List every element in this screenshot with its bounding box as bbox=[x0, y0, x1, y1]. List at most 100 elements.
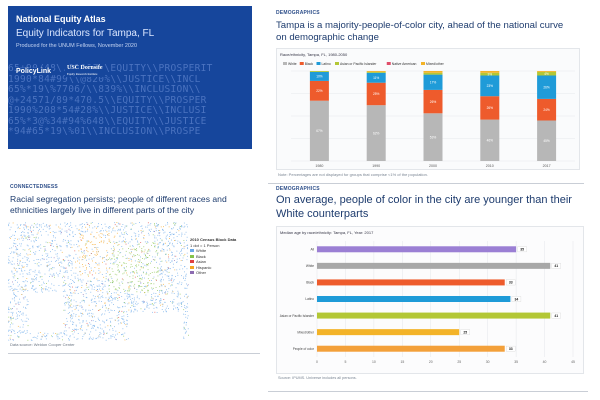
median-age-slide: DEMOGRAPHICS On average, people of color… bbox=[268, 180, 588, 392]
bar bbox=[317, 312, 551, 319]
chart-title: Race/ethnicity, Tampa, FL, 1980-2050 bbox=[280, 52, 348, 57]
x-tick-label: 40 bbox=[543, 360, 547, 364]
data-label: 10% bbox=[316, 75, 323, 79]
slide-divider bbox=[268, 391, 588, 392]
cover-pattern-line: *94#65*19\%01\\INCLUSION\\PROSPE bbox=[8, 126, 201, 137]
x-tick-label: 35 bbox=[514, 360, 518, 364]
legend-entry: Asian or Pacific Islander bbox=[335, 62, 377, 66]
data-label: 23% bbox=[487, 84, 494, 88]
policylink-logo: PolicyLink bbox=[16, 68, 54, 75]
y-tick-label: Asian or Pacific Islander bbox=[280, 314, 315, 318]
cover-pattern-line: 1990*84#99\\@820%\\JUSTICE\\INCL bbox=[8, 73, 201, 85]
cover-org-name: National Equity Atlas bbox=[16, 14, 106, 24]
data-label: 62% bbox=[373, 131, 380, 135]
map-legend-item: White bbox=[190, 248, 236, 254]
legend-entry: Latino bbox=[316, 62, 331, 66]
y-tick-label: Black bbox=[306, 281, 314, 285]
horizontal-bar-chart-frame: Median age by race/ethnicity: Tampa, FL,… bbox=[276, 226, 584, 374]
bar-segment bbox=[423, 74, 443, 90]
y-tick-label: Mixed/other bbox=[297, 330, 315, 334]
bar-segment bbox=[537, 71, 557, 76]
legend-entry: White bbox=[283, 62, 297, 66]
cover-pattern-line: 1990%208*54#28%\\JUSTICE\\INCLUSI bbox=[8, 105, 207, 116]
cover-pattern-line: 65%*3@%34#94%648\\EQUITY\\JUSTICE bbox=[8, 115, 207, 127]
bar-segment bbox=[537, 75, 557, 99]
map-legend-item: Hispanic bbox=[190, 265, 236, 271]
data-label: 41 bbox=[554, 264, 558, 268]
map-legend-swatch bbox=[190, 260, 194, 264]
chart-note: Source: IPUMS. Universe includes all per… bbox=[278, 376, 357, 380]
legend-label: Mixed/other bbox=[426, 62, 445, 66]
chart-note: Note: Percentages are not displayed for … bbox=[278, 172, 428, 177]
segregation-map-slide: CONNECTEDNESS Racial segregation persist… bbox=[8, 184, 260, 354]
bar-segment bbox=[480, 71, 500, 73]
x-tick-label: 25 bbox=[457, 360, 461, 364]
bar-segment bbox=[537, 71, 557, 72]
slide-heading: On average, people of color in the city … bbox=[276, 194, 572, 220]
map-legend-label: Hispanic bbox=[196, 264, 212, 270]
bar-segment bbox=[423, 71, 443, 73]
slide-heading: Racial segregation persists; people of d… bbox=[10, 194, 227, 215]
legend-label: Asian or Pacific Islander bbox=[340, 62, 377, 66]
usc-logo-line1: USC Dornsife bbox=[67, 65, 103, 71]
cover-slide: 65+90/48\.01001\\EQUITY\\PROSPERIT 1990*8… bbox=[8, 6, 252, 149]
data-label-box bbox=[511, 296, 522, 302]
bar bbox=[317, 279, 505, 286]
data-label: 11% bbox=[373, 76, 379, 80]
chart-title: Median age by race/ethnicity: Tampa, FL,… bbox=[280, 230, 374, 235]
legend-label: Native American bbox=[392, 62, 417, 66]
bar-segment bbox=[537, 120, 557, 161]
x-tick-label: 2000 bbox=[429, 164, 437, 168]
map-legend-label: Black bbox=[196, 253, 206, 259]
bar-segment bbox=[423, 89, 443, 114]
bar-segment bbox=[480, 75, 500, 97]
map-legend-items: White Black Asian Hispanic Other bbox=[190, 248, 236, 276]
data-label: 67% bbox=[316, 129, 323, 133]
bar-segment bbox=[423, 72, 443, 75]
bar-segment bbox=[309, 71, 329, 72]
slide-category-tag: DEMOGRAPHICS bbox=[276, 186, 320, 192]
legend-label: White bbox=[288, 62, 297, 66]
cover-pattern-line: 65%*19\%7706/\\839%\\INCLUSION\\ bbox=[8, 84, 201, 95]
y-tick-label: Latino bbox=[305, 297, 314, 301]
bar-segment bbox=[366, 71, 386, 73]
bar-segment bbox=[480, 72, 500, 76]
bar bbox=[317, 262, 551, 269]
slide-category-tag: DEMOGRAPHICS bbox=[276, 10, 320, 16]
map-legend: 2010 Census Block Data 1 dot = 1 Person … bbox=[188, 236, 239, 277]
data-label-box bbox=[517, 246, 527, 253]
legend-entry: Mixed/other bbox=[421, 62, 445, 66]
cover-subtitle: Produced for the UNUM Fellows, November … bbox=[16, 43, 138, 49]
data-label-box bbox=[551, 312, 561, 319]
data-label: 53% bbox=[430, 135, 437, 139]
data-label: 26% bbox=[430, 100, 437, 104]
bar bbox=[317, 345, 505, 352]
legend-swatch bbox=[283, 62, 287, 65]
map-legend-swatch bbox=[190, 249, 194, 253]
usc-logo-line2: Equity Research Institute bbox=[67, 72, 98, 76]
bar-segment bbox=[366, 105, 386, 161]
data-label: 46% bbox=[487, 139, 494, 143]
data-label: 24% bbox=[543, 108, 550, 112]
map-legend-item: Other bbox=[190, 270, 236, 276]
bar-segment bbox=[480, 119, 500, 161]
map-source: Data source: Weldon Cooper Center bbox=[10, 342, 75, 347]
map-legend-swatch bbox=[190, 271, 194, 275]
legend-swatch bbox=[386, 62, 391, 65]
bar-segment bbox=[423, 113, 443, 161]
legend-swatch bbox=[421, 62, 425, 65]
data-label-box bbox=[460, 329, 470, 335]
cover-pattern-line: 65+90/48\.01001\\EQUITY\\PROSPERIT bbox=[8, 63, 213, 74]
slide-category-tag: CONNECTEDNESS bbox=[10, 184, 58, 190]
legend-swatch bbox=[316, 62, 321, 65]
x-tick-label: 45 bbox=[571, 360, 575, 364]
data-label-box bbox=[506, 279, 516, 286]
bar-segment bbox=[366, 82, 386, 106]
data-label: 35 bbox=[520, 248, 524, 252]
map-legend-item: Asian bbox=[190, 259, 236, 265]
cover-background-pattern: 65+90/48\.01001\\EQUITY\\PROSPERIT 1990*8… bbox=[8, 63, 252, 138]
map-legend-item: Black bbox=[190, 254, 236, 260]
legend-entry: Black bbox=[299, 62, 313, 66]
map-legend-swatch bbox=[190, 254, 194, 258]
map-legend-label: White bbox=[196, 248, 207, 253]
